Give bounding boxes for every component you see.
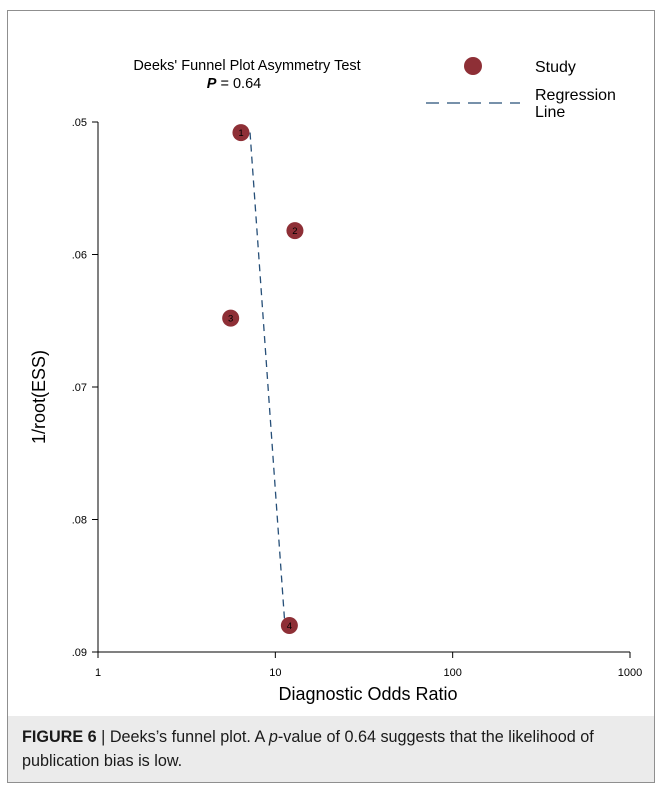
plot-legend: Study Regression Line bbox=[426, 57, 616, 121]
legend-study-label: Study bbox=[535, 59, 576, 76]
y-tick-label: .05 bbox=[72, 117, 87, 129]
x-tick-label: 10 bbox=[269, 667, 281, 679]
study-point bbox=[232, 124, 250, 142]
caption-italic: p bbox=[268, 728, 278, 746]
study-point bbox=[286, 222, 304, 240]
regression-line bbox=[249, 132, 286, 623]
study-point bbox=[280, 617, 298, 634]
study-point bbox=[222, 309, 240, 327]
legend-regression-label-line: Regression bbox=[535, 87, 616, 104]
study-point-label: 4 bbox=[287, 621, 292, 632]
plot-axes: .05 .06 .07 .08 .09 1 10 100 1000 bbox=[72, 117, 643, 679]
study-point-label: 2 bbox=[292, 226, 297, 237]
y-tick-label: .07 bbox=[72, 382, 87, 394]
caption-text-after: -value of 0.64 suggests that the likelih… bbox=[22, 728, 594, 770]
subtitle-p-value: = 0.64 bbox=[216, 76, 261, 92]
legend-regression-label: Regression Line bbox=[535, 87, 616, 121]
caption-text-before: Deeks’s funnel plot. A bbox=[109, 728, 269, 746]
y-tick-label: .09 bbox=[72, 647, 87, 659]
chart-title: Deeks' Funnel Plot Asymmetry Test bbox=[133, 58, 360, 74]
study-point-label: 3 bbox=[228, 314, 233, 325]
legend-study-marker bbox=[464, 57, 482, 75]
caption-text: FIGURE 6 | Deeks’s funnel plot. A p-valu… bbox=[22, 725, 642, 773]
chart-subtitle: P = 0.64 bbox=[207, 76, 261, 92]
subtitle-p-label: P bbox=[207, 76, 217, 92]
x-tick-label: 100 bbox=[443, 667, 461, 679]
y-tick-label: .08 bbox=[72, 515, 87, 527]
plot-texts: Diagnostic Odds Ratio 1/root(ESS) Deeks' F… bbox=[29, 58, 458, 704]
funnel-plot: .05 .06 .07 .08 .09 1 10 100 1000 1 2 3 4 Diagnosti… bbox=[29, 57, 643, 704]
study-point-label: 1 bbox=[238, 128, 243, 139]
x-axis-label: Diagnostic Odds Ratio bbox=[278, 684, 457, 704]
plot-marks: 1 2 3 4 bbox=[222, 124, 304, 634]
legend-regression-label-line: Line bbox=[535, 104, 565, 121]
caption-separator: | bbox=[96, 728, 110, 746]
y-tick-label: .06 bbox=[72, 250, 87, 262]
caption-figure-label: FIGURE 6 bbox=[22, 728, 97, 746]
figure-caption: FIGURE 6 | Deeks’s funnel plot. A p-valu… bbox=[7, 716, 655, 783]
x-tick-label: 1000 bbox=[618, 667, 642, 679]
y-axis-label: 1/root(ESS) bbox=[29, 350, 49, 444]
x-tick-label: 1 bbox=[95, 667, 101, 679]
